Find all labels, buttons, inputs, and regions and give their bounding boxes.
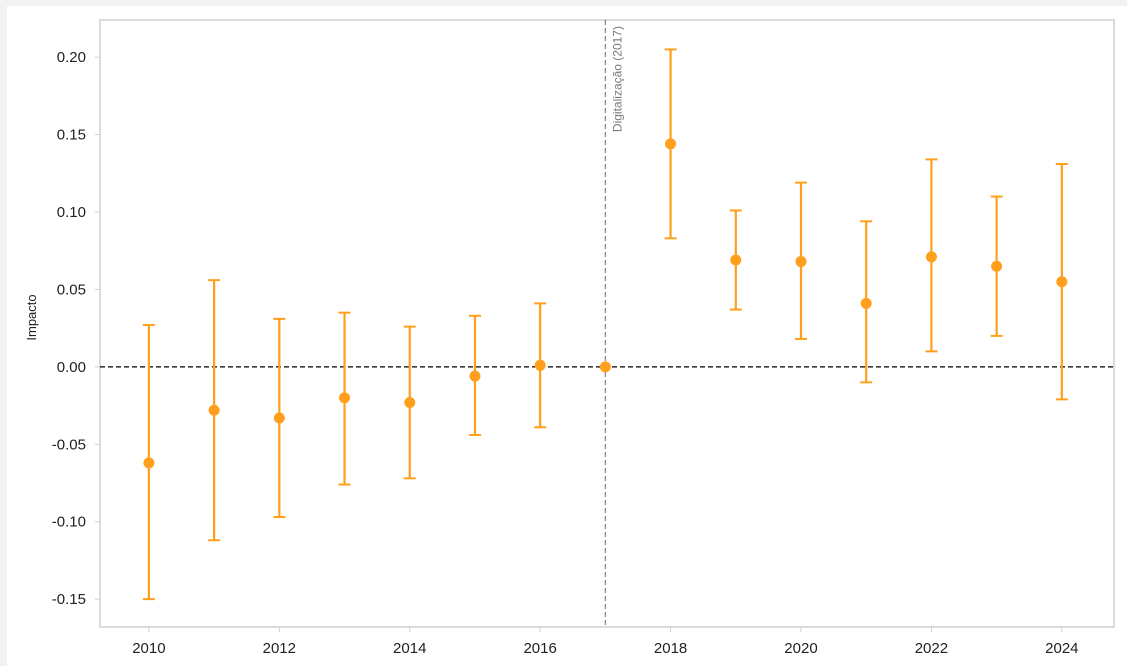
data-point: [925, 251, 937, 263]
x-axis: 2010 2012 2014 2016 2018 2020 2022 2024: [132, 627, 1079, 657]
y-tick-label: 0.15: [57, 127, 86, 144]
x-tick-label: 2022: [915, 640, 948, 657]
data-point: [143, 457, 155, 469]
data-point: [534, 359, 546, 371]
data-series: [142, 48, 1068, 601]
y-tick-label: -0.05: [52, 436, 86, 453]
y-tick-label: 0.05: [57, 281, 86, 298]
event-study-chart: -0.15 -0.10 -0.05 0.00 0.05 0.10 0.15 0.20 2010…: [24, 19, 1115, 657]
data-point: [273, 412, 285, 424]
data-point: [469, 370, 481, 382]
data-point: [730, 254, 742, 266]
data-point: [795, 256, 807, 268]
x-tick-label: 2010: [132, 640, 165, 657]
data-point: [665, 138, 677, 150]
data-point: [208, 404, 220, 416]
x-tick-label: 2024: [1045, 640, 1078, 657]
data-point: [404, 396, 416, 408]
y-tick-label: -0.10: [52, 514, 86, 531]
data-point: [339, 392, 351, 404]
x-tick-label: 2012: [263, 640, 296, 657]
data-point: [1056, 276, 1068, 288]
data-point: [860, 297, 872, 309]
x-tick-label: 2014: [393, 640, 426, 657]
y-tick-label: -0.15: [52, 591, 86, 608]
x-tick-label: 2016: [523, 640, 556, 657]
x-tick-label: 2018: [654, 640, 687, 657]
y-axis: -0.15 -0.10 -0.05 0.00 0.05 0.10 0.15 0.20: [52, 49, 100, 608]
data-point: [599, 361, 611, 373]
y-tick-label: 0.10: [57, 204, 86, 221]
chart-container: -0.15 -0.10 -0.05 0.00 0.05 0.10 0.15 0.20 2010…: [7, 6, 1127, 666]
y-tick-label: 0.00: [57, 359, 86, 376]
y-axis-label: Impacto: [24, 294, 39, 340]
data-point: [991, 260, 1003, 272]
y-tick-label: 0.20: [57, 49, 86, 66]
plot-frame: [99, 19, 1115, 628]
event-annotation: Digitalização (2017): [610, 26, 624, 132]
x-tick-label: 2020: [784, 640, 817, 657]
